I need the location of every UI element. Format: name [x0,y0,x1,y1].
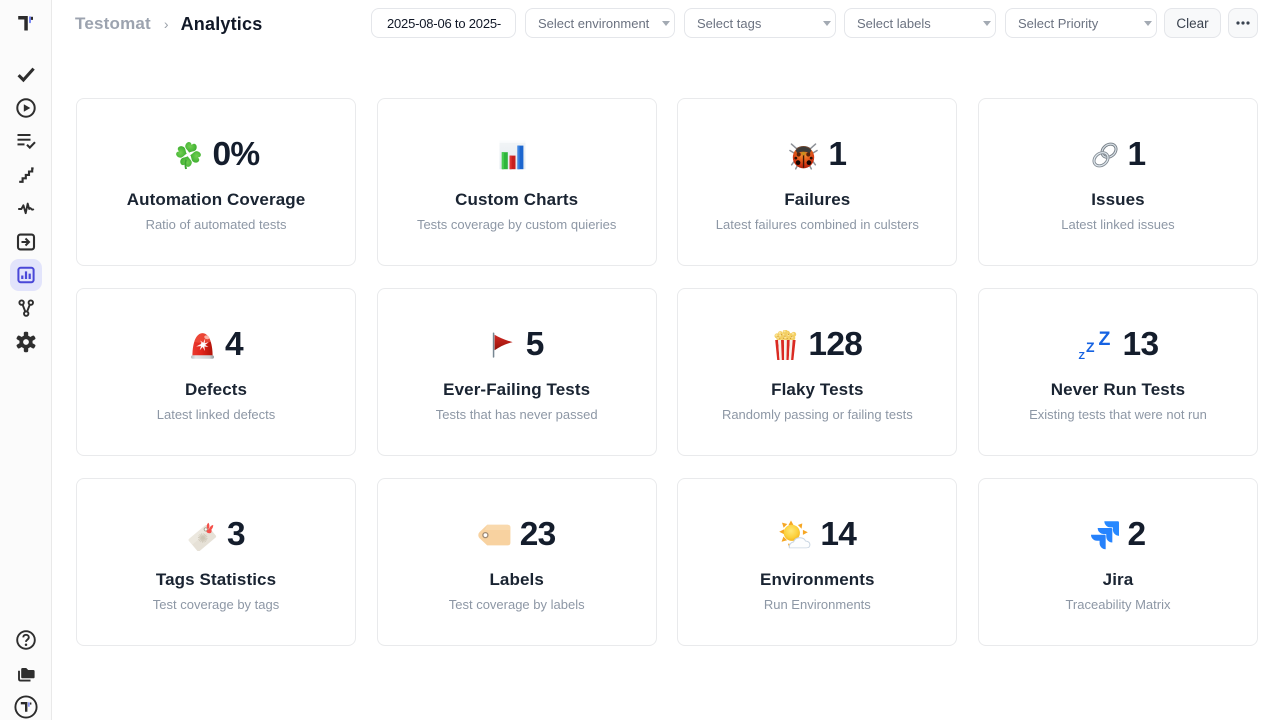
svg-text:Z: Z [1098,330,1110,350]
svg-text:Z: Z [1078,350,1085,361]
svg-text:Z: Z [1086,339,1095,355]
